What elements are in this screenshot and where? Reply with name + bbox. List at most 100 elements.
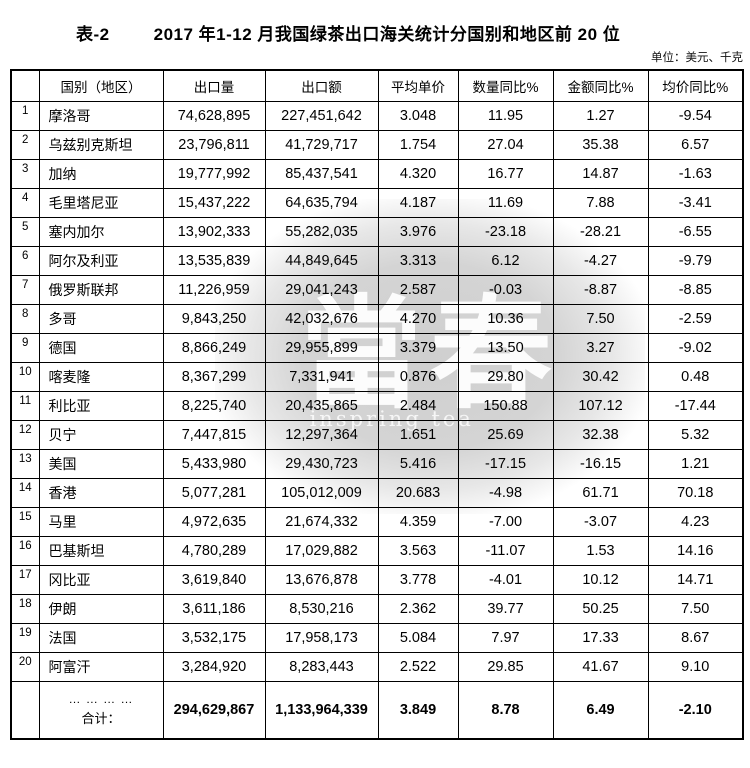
qty-yoy-cell: -11.07: [457, 535, 554, 566]
export-qty-cell: 7,447,815: [162, 419, 266, 450]
table-label: 表-2: [76, 25, 110, 44]
price-yoy-cell: 8.67: [647, 622, 744, 653]
country-cell: 美国: [38, 448, 164, 479]
total-rank-cell: [10, 680, 40, 740]
qty-yoy-cell: 10.36: [457, 303, 554, 334]
rank-cell: 17: [10, 564, 40, 595]
avg-price-cell: 3.976: [377, 216, 459, 247]
rank-cell: 5: [10, 216, 40, 247]
qty-yoy-cell: -17.15: [457, 448, 554, 479]
price-yoy-cell: 9.10: [647, 651, 744, 682]
country-cell: 伊朗: [38, 593, 164, 624]
export-qty-cell: 8,367,299: [162, 361, 266, 392]
rank-cell: 14: [10, 477, 40, 508]
export-value-cell: 29,430,723: [264, 448, 379, 479]
value-yoy-cell: 107.12: [552, 390, 649, 421]
value-yoy-cell: 3.27: [552, 332, 649, 363]
value-yoy-cell: 10.12: [552, 564, 649, 595]
total-row: … … … … 合计： 294,629,867 1,133,964,339 3.…: [10, 680, 744, 740]
rank-cell: 20: [10, 651, 40, 682]
qty-yoy-cell: 150.88: [457, 390, 554, 421]
value-yoy-cell: 1.53: [552, 535, 649, 566]
value-yoy-cell: 61.71: [552, 477, 649, 508]
price-yoy-cell: -9.79: [647, 245, 744, 276]
country-cell: 法国: [38, 622, 164, 653]
value-yoy-cell: 30.42: [552, 361, 649, 392]
table-row: 10 喀麦隆 8,367,299 7,331,941 0.876 29.80 30.42 0.…: [10, 361, 744, 392]
value-yoy-cell: 7.50: [552, 303, 649, 334]
qty-yoy-cell: 6.12: [457, 245, 554, 276]
export-value-cell: 21,674,332: [264, 506, 379, 537]
value-yoy-cell: -28.21: [552, 216, 649, 247]
header-country: 国别（地区）: [38, 69, 164, 102]
qty-yoy-cell: -23.18: [457, 216, 554, 247]
rank-cell: 7: [10, 274, 40, 305]
header-row: 国别（地区） 出口量 出口额 平均单价 数量同比% 金额同比% 均价同比%: [10, 69, 744, 102]
header-value-yoy: 金额同比%: [552, 69, 649, 102]
export-qty-cell: 23,796,811: [162, 129, 266, 160]
rank-cell: 16: [10, 535, 40, 566]
country-cell: 阿尔及利亚: [38, 245, 164, 276]
export-value-cell: 64,635,794: [264, 187, 379, 218]
value-yoy-cell: 35.38: [552, 129, 649, 160]
export-value-cell: 29,955,899: [264, 332, 379, 363]
value-yoy-cell: 50.25: [552, 593, 649, 624]
export-value-cell: 7,331,941: [264, 361, 379, 392]
rank-cell: 18: [10, 593, 40, 624]
value-yoy-cell: 1.27: [552, 100, 649, 131]
total-price-yoy: -2.10: [647, 680, 744, 740]
table-row: 1 摩洛哥 74,628,895 227,451,642 3.048 11.95 1.27-…: [10, 100, 744, 131]
table-caption: 表-2 2017 年1-12 月我国绿茶出口海关统计分国别和地区前 20 位: [0, 0, 750, 45]
table-row: 4 毛里塔尼亚 15,437,222 64,635,794 4.187 11.69 7.88…: [10, 187, 744, 218]
value-yoy-cell: -16.15: [552, 448, 649, 479]
value-yoy-cell: -8.87: [552, 274, 649, 305]
price-yoy-cell: 14.16: [647, 535, 744, 566]
price-yoy-cell: -9.02: [647, 332, 744, 363]
total-export-value: 1,133,964,339: [264, 680, 379, 740]
country-cell: 乌兹别克斯坦: [38, 129, 164, 160]
value-yoy-cell: -4.27: [552, 245, 649, 276]
export-value-cell: 105,012,009: [264, 477, 379, 508]
qty-yoy-cell: 7.97: [457, 622, 554, 653]
export-value-cell: 8,283,443: [264, 651, 379, 682]
table-row: 18 伊朗 3,611,186 8,530,216 2.362 39.77 50.25 7.5…: [10, 593, 744, 624]
export-value-cell: 13,676,878: [264, 564, 379, 595]
rank-cell: 6: [10, 245, 40, 276]
avg-price-cell: 3.048: [377, 100, 459, 131]
table-row: 16 巴基斯坦 4,780,289 17,029,882 3.563 -11.07 1.53…: [10, 535, 744, 566]
total-dots: … … … …: [68, 692, 134, 707]
value-yoy-cell: -3.07: [552, 506, 649, 537]
export-value-cell: 20,435,865: [264, 390, 379, 421]
value-yoy-cell: 17.33: [552, 622, 649, 653]
export-qty-cell: 13,902,333: [162, 216, 266, 247]
export-qty-cell: 8,866,249: [162, 332, 266, 363]
export-qty-cell: 5,433,980: [162, 448, 266, 479]
qty-yoy-cell: -4.01: [457, 564, 554, 595]
avg-price-cell: 2.587: [377, 274, 459, 305]
table-row: 5 塞内加尔 13,902,333 55,282,035 3.976 -23.18 -28.…: [10, 216, 744, 247]
export-value-cell: 227,451,642: [264, 100, 379, 131]
value-yoy-cell: 41.67: [552, 651, 649, 682]
table-row: 9 德国 8,866,249 29,955,899 3.379 13.50 3.27 -9.0…: [10, 332, 744, 363]
table-row: 17 冈比亚 3,619,840 13,676,878 3.778 -4.01 10.12 1…: [10, 564, 744, 595]
table-wrapper: 當春 inspring tea 国别（地区） 出口量 出口额: [10, 69, 744, 740]
qty-yoy-cell: 39.77: [457, 593, 554, 624]
price-yoy-cell: -8.85: [647, 274, 744, 305]
qty-yoy-cell: 11.95: [457, 100, 554, 131]
rank-cell: 9: [10, 332, 40, 363]
avg-price-cell: 4.320: [377, 158, 459, 189]
header-price-yoy: 均价同比%: [647, 69, 744, 102]
rank-cell: 15: [10, 506, 40, 537]
rank-cell: 4: [10, 187, 40, 218]
table-row: 3 加纳 19,777,992 85,437,541 4.320 16.77 14.87 -1…: [10, 158, 744, 189]
country-cell: 巴基斯坦: [38, 535, 164, 566]
country-cell: 摩洛哥: [38, 100, 164, 131]
avg-price-cell: 5.084: [377, 622, 459, 653]
qty-yoy-cell: 29.85: [457, 651, 554, 682]
export-qty-cell: 19,777,992: [162, 158, 266, 189]
price-yoy-cell: 14.71: [647, 564, 744, 595]
export-value-cell: 41,729,717: [264, 129, 379, 160]
export-qty-cell: 11,226,959: [162, 274, 266, 305]
total-export-qty: 294,629,867: [162, 680, 266, 740]
